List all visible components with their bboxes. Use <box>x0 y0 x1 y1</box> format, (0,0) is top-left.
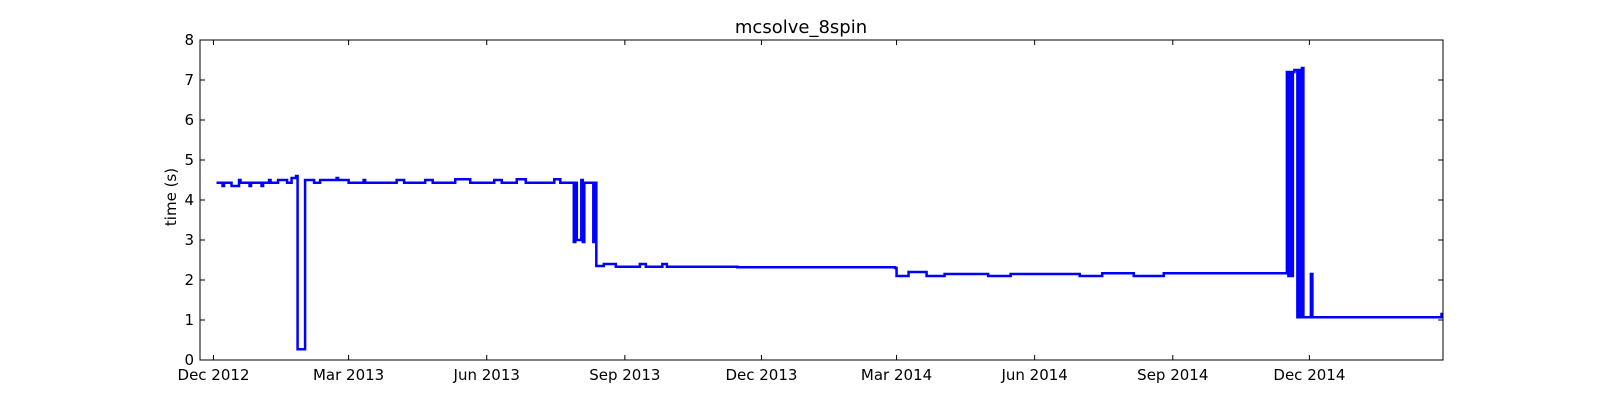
plot-frame <box>199 39 1444 361</box>
x-tick-label: Dec 2012 <box>178 366 250 384</box>
y-tick-label: 7 <box>184 71 194 89</box>
x-tick-label: Mar 2014 <box>861 366 932 384</box>
x-tick-label: Mar 2013 <box>313 366 384 384</box>
y-tick-label: 4 <box>184 191 194 209</box>
x-tick-label: Sep 2014 <box>1137 366 1208 384</box>
series-layer <box>216 66 1443 351</box>
x-tick-label: Jun 2014 <box>1000 366 1067 384</box>
y-tick-label: 5 <box>184 151 194 169</box>
x-tick-label: Jun 2013 <box>453 366 520 384</box>
y-tick-label: 3 <box>184 231 194 249</box>
y-tick-label: 8 <box>184 31 194 49</box>
y-tick-label: 0 <box>184 351 194 369</box>
x-tick-label: Dec 2013 <box>725 366 797 384</box>
y-tick-label: 2 <box>184 271 194 289</box>
series-line-0 <box>216 66 1443 351</box>
y-axis-label: time (s) <box>162 168 180 226</box>
y-tick-label: 1 <box>184 311 194 329</box>
y-tick-label: 6 <box>184 111 194 129</box>
x-tick-label: Dec 2014 <box>1273 366 1345 384</box>
chart-title: mcsolve_8spin <box>735 17 867 38</box>
x-tick-label: Sep 2013 <box>589 366 660 384</box>
ticks-layer: 0 1 2 3 4 5 6 7 8 Dec 2012 Mar 2013 Jun 2013 Sep 201… <box>178 31 1443 384</box>
